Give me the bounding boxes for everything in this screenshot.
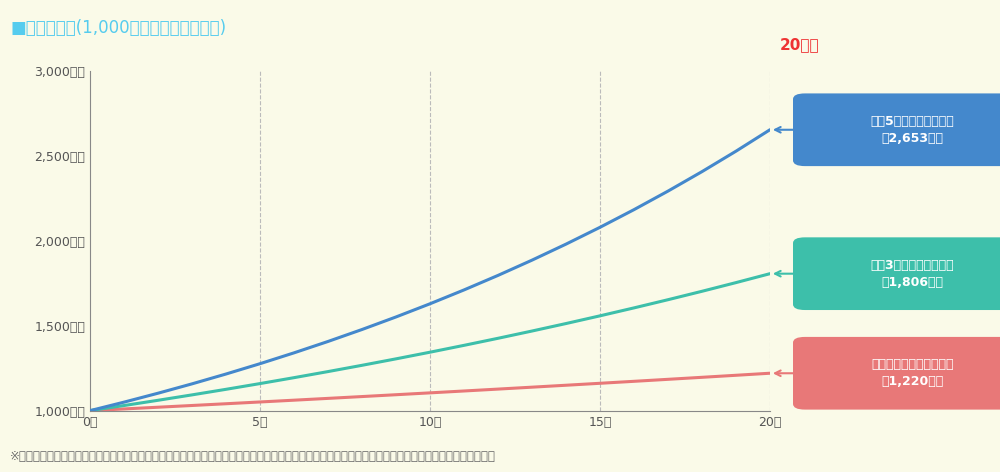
Text: ※上記は複利計算によるシミュレーション（概算）であり、将来の成果をお約束するものではありません。また、手数料や税金等は考慮しておりません。: ※上記は複利計算によるシミュレーション（概算）であり、将来の成果をお約束するもの… (10, 449, 496, 463)
Text: 年率１％で運用できれば
約1,220万円: 年率１％で運用できれば 約1,220万円 (871, 358, 954, 388)
Text: 年玄5％で運用できれば
約2,653万円: 年玄5％で運用できれば 約2,653万円 (871, 115, 954, 145)
Text: 20年後: 20年後 (780, 37, 820, 52)
Text: ■複利の効果(1,000万円を運用した場合): ■複利の効果(1,000万円を運用した場合) (10, 19, 226, 37)
Text: 年玄3％で運用できれば
約1,806万円: 年玄3％で運用できれば 約1,806万円 (871, 259, 954, 289)
